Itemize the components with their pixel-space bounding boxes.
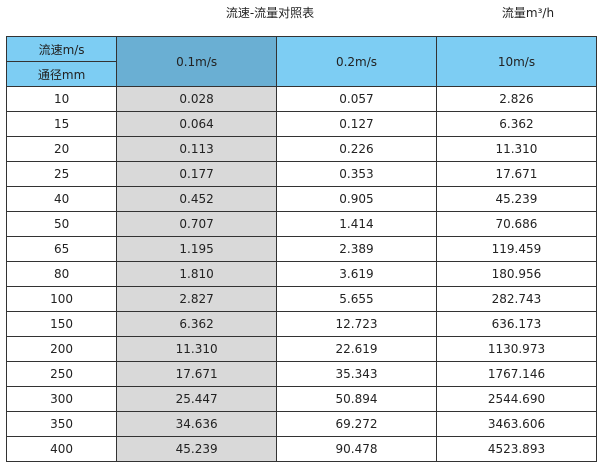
- flow-cell: 2.827: [116, 286, 278, 312]
- table-row: 40 0.452 0.905 45.239: [5, 186, 598, 212]
- diameter-cell: 50: [5, 211, 118, 237]
- diameter-cell: 65: [5, 236, 118, 262]
- flow-cell: 90.478: [276, 436, 437, 462]
- table-row: 15 0.064 0.127 6.362: [5, 111, 598, 137]
- flow-cell: 45.239: [435, 186, 598, 212]
- diameter-cell: 80: [5, 261, 118, 287]
- flow-cell: 0.177: [116, 161, 278, 187]
- flow-cell: 0.028: [116, 86, 278, 112]
- flow-cell: 0.127: [276, 111, 437, 137]
- table-row: 300 25.447 50.894 2544.690: [5, 386, 598, 412]
- flow-cell: 0.452: [116, 186, 278, 212]
- header-row: 通径mm: [5, 61, 597, 87]
- flow-cell: 0.057: [276, 86, 437, 112]
- diameter-cell: 350: [5, 411, 118, 437]
- flow-table: 流速m/s 0.1m/s 0.2m/s 10m/s 通径mm 10 0.028 0.…: [5, 36, 598, 462]
- table-row: 65 1.195 2.389 119.459: [5, 236, 598, 262]
- diameter-cell: 15: [5, 111, 118, 137]
- column-header: 0.1m/s: [116, 36, 278, 87]
- flow-cell: 2.826: [435, 86, 598, 112]
- flow-cell: 1.195: [116, 236, 278, 262]
- velocity-label: 流速m/s: [5, 36, 118, 62]
- header-row: 流速m/s 0.1m/s 0.2m/s 10m/s: [5, 36, 598, 87]
- diameter-cell: 100: [5, 286, 118, 312]
- flow-cell: 69.272: [276, 411, 437, 437]
- flow-cell: 17.671: [435, 161, 598, 187]
- flow-cell: 50.894: [276, 386, 437, 412]
- column-header: 10m/s: [435, 36, 598, 87]
- table-row: 150 6.362 12.723 636.173: [5, 311, 598, 337]
- table-row: 400 45.239 90.478 4523.893: [5, 436, 598, 462]
- diameter-label: 通径mm: [5, 61, 118, 87]
- flow-cell: 0.905: [276, 186, 437, 212]
- flow-cell: 3463.606: [435, 411, 598, 437]
- diameter-cell: 200: [5, 336, 118, 362]
- flow-cell: 0.064: [116, 111, 278, 137]
- diameter-cell: 20: [5, 136, 118, 162]
- flow-cell: 17.671: [116, 361, 278, 387]
- flow-cell: 0.113: [116, 136, 278, 162]
- diameter-cell: 300: [5, 386, 118, 412]
- flow-cell: 2544.690: [435, 386, 598, 412]
- diameter-cell: 150: [5, 311, 118, 337]
- diameter-cell: 400: [5, 436, 118, 462]
- table-row: 80 1.810 3.619 180.956: [5, 261, 598, 287]
- diameter-cell: 40: [5, 186, 118, 212]
- flow-cell: 11.310: [116, 336, 278, 362]
- flow-cell: 6.362: [116, 311, 278, 337]
- table-row: 350 34.636 69.272 3463.606: [5, 411, 598, 437]
- flow-cell: 12.723: [276, 311, 437, 337]
- unit-label: 流量m³/h: [501, 6, 555, 20]
- flow-cell: 70.686: [435, 211, 598, 237]
- table-row: 50 0.707 1.414 70.686: [5, 211, 598, 237]
- flow-cell: 35.343: [276, 361, 437, 387]
- flow-cell: 119.459: [435, 236, 598, 262]
- table-row: 20 0.113 0.226 11.310: [5, 136, 598, 162]
- flow-cell: 0.707: [116, 211, 278, 237]
- flow-cell: 3.619: [276, 261, 437, 287]
- flow-cell: 1.414: [276, 211, 437, 237]
- flow-cell: 1130.973: [435, 336, 598, 362]
- flow-cell: 11.310: [435, 136, 598, 162]
- table-row: 10 0.028 0.057 2.826: [5, 86, 598, 112]
- flow-cell: 0.353: [276, 161, 437, 187]
- flow-cell: 6.362: [435, 111, 598, 137]
- diameter-cell: 25: [5, 161, 118, 187]
- flow-cell: 4523.893: [435, 436, 598, 462]
- flow-cell: 0.226: [276, 136, 437, 162]
- table-row: 25 0.177 0.353 17.671: [5, 161, 598, 187]
- flow-cell: 282.743: [435, 286, 598, 312]
- flow-cell: 180.956: [435, 261, 598, 287]
- flow-cell: 1767.146: [435, 361, 598, 387]
- flow-cell: 34.636: [116, 411, 278, 437]
- flow-cell: 636.173: [435, 311, 598, 337]
- table-title: 流速-流量对照表: [225, 6, 315, 20]
- table-row: 250 17.671 35.343 1767.146: [5, 361, 598, 387]
- column-header: 0.2m/s: [276, 36, 437, 87]
- table-row: 100 2.827 5.655 282.743: [5, 286, 598, 312]
- flow-cell: 2.389: [276, 236, 437, 262]
- diameter-cell: 250: [5, 361, 118, 387]
- diameter-cell: 10: [5, 86, 118, 112]
- flow-cell: 1.810: [116, 261, 278, 287]
- flow-cell: 22.619: [276, 336, 437, 362]
- flow-cell: 5.655: [276, 286, 437, 312]
- flow-cell: 45.239: [116, 436, 278, 462]
- table-row: 200 11.310 22.619 1130.973: [5, 336, 598, 362]
- flow-cell: 25.447: [116, 386, 278, 412]
